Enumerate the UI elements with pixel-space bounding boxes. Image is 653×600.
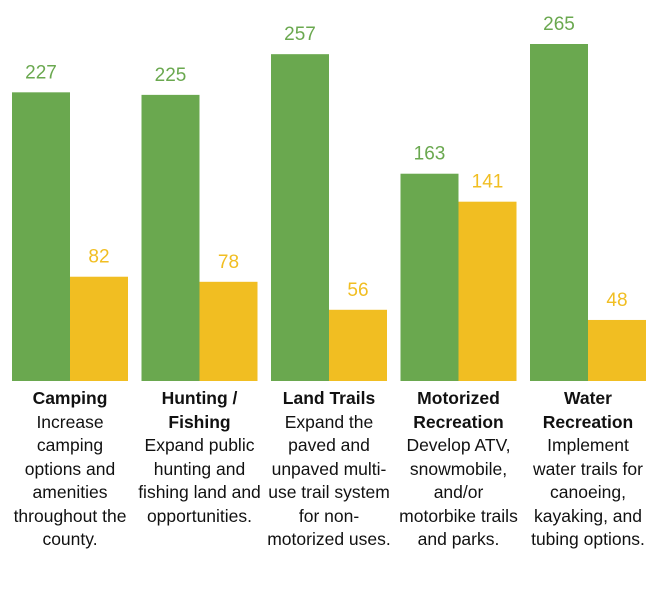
bar [588, 319, 646, 381]
category-caption: Motorized Recreation Develop ATV, snowmob… [396, 387, 522, 552]
category-caption: Land Trails Expand the paved and unpaved … [266, 387, 392, 552]
value-label: 56 [347, 280, 368, 301]
bar [458, 201, 517, 381]
category-description: Implement water trails for canoeing, kay… [531, 435, 645, 549]
category-label: Camping [32, 388, 108, 408]
category-label: Land Trails [282, 388, 376, 408]
category-description: Increase camping options and amenities t… [13, 411, 127, 550]
category-description: Expand public hunting and fishing land a… [138, 435, 261, 526]
value-label: 82 [88, 247, 109, 268]
bar [530, 44, 588, 381]
bar [12, 92, 70, 382]
bar [329, 309, 387, 381]
bar [271, 54, 329, 381]
bar [199, 281, 258, 381]
value-label: 163 [414, 144, 446, 165]
category-caption: Hunting / Fishing Expand public hunting a… [137, 387, 263, 528]
category-description: Develop ATV, snowmobile, and/or motorbik… [399, 435, 518, 549]
category-label: Motorized Recreation [413, 388, 504, 432]
value-label: 227 [25, 62, 57, 83]
value-label: 265 [543, 14, 575, 35]
bar [141, 94, 200, 382]
category-description: Expand the paved and unpaved multi-use t… [267, 411, 391, 550]
category-label: Hunting / Fishing [161, 388, 238, 432]
category-caption: Camping Increase camping options and amen… [7, 387, 133, 552]
value-label: 48 [606, 290, 627, 311]
value-label: 141 [472, 172, 504, 193]
value-label: 257 [284, 24, 316, 45]
value-label: 78 [218, 252, 239, 273]
value-label: 225 [155, 65, 187, 86]
category-label: Water Recreation [542, 388, 634, 432]
bar [400, 173, 459, 381]
bar [70, 276, 128, 381]
category-caption: Water Recreation Implement water trails f… [525, 387, 651, 552]
